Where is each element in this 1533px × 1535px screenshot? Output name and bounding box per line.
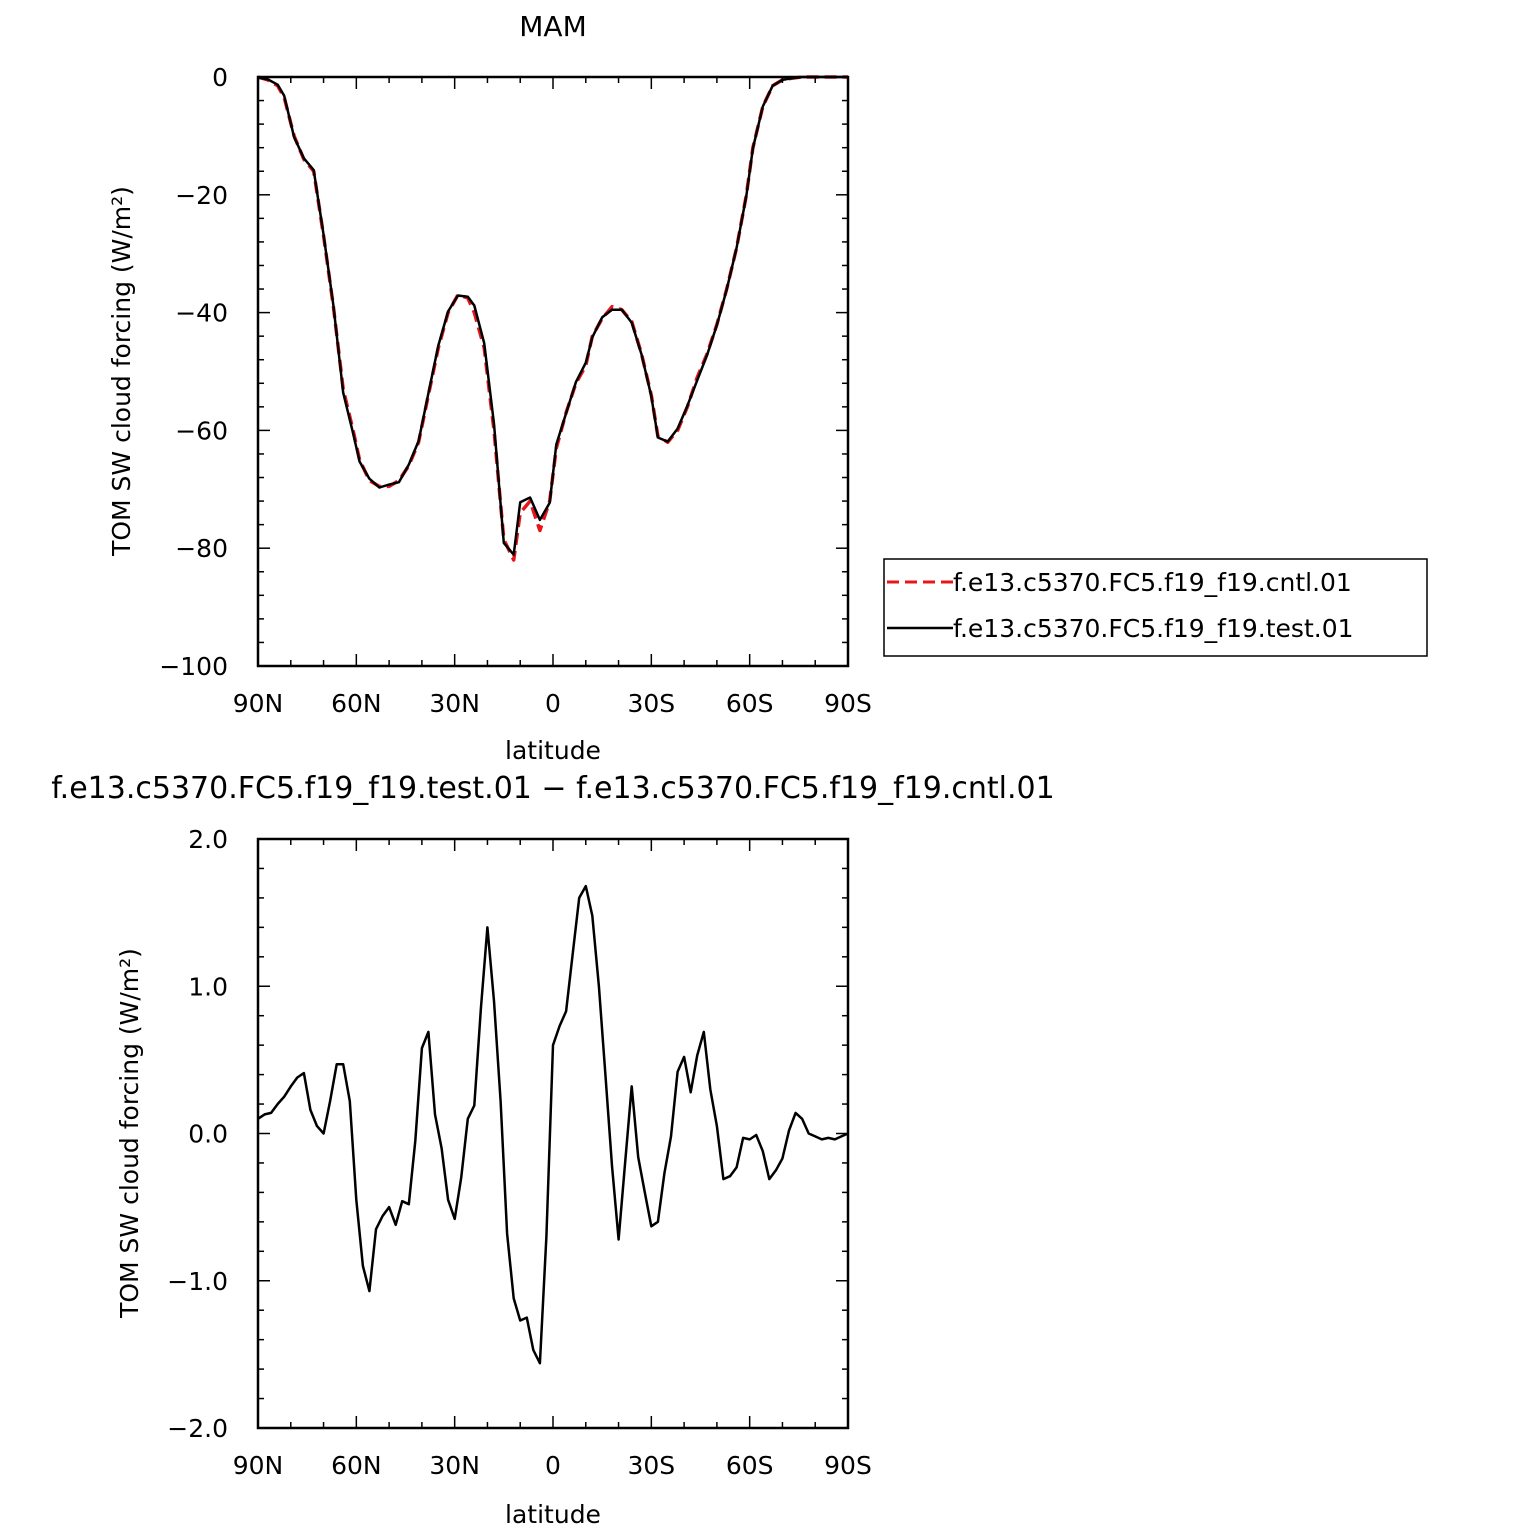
y-axis: 0 −20 −40 −60 −80 −100 <box>159 63 848 681</box>
y-axis-label: TOM SW cloud forcing (W/m²) <box>107 186 136 557</box>
legend: f.e13.c5370.FC5.f19_f19.cntl.01 f.e13.c5… <box>883 558 1428 657</box>
legend-entry-test: f.e13.c5370.FC5.f19_f19.test.01 <box>953 614 1354 643</box>
y-tick-label: 1.0 <box>188 972 228 1001</box>
y-tick-label: −40 <box>175 299 228 328</box>
y-tick-label: 0 <box>212 63 228 92</box>
x-tick-label: 30N <box>429 689 480 718</box>
plot-area <box>257 884 849 1365</box>
x-tick-label: 0 <box>545 1451 561 1480</box>
x-tick-label: 60N <box>331 689 382 718</box>
series-line-test <box>257 75 848 556</box>
y-tick-label: −100 <box>159 652 228 681</box>
x-tick-label: 30S <box>627 689 675 718</box>
chart-title: MAM <box>519 10 586 43</box>
x-tick-label: 60N <box>331 1451 382 1480</box>
x-tick-label: 60S <box>726 1451 774 1480</box>
difference-title: f.e13.c5370.FC5.f19_f19.test.01 − f.e13.… <box>51 771 1054 806</box>
x-axis-label: latitude <box>505 736 601 765</box>
x-tick-label: 30N <box>429 1451 480 1480</box>
x-tick-label: 90S <box>824 689 872 718</box>
y-tick-label: −60 <box>175 416 228 445</box>
legend-box <box>883 558 1428 657</box>
x-tick-label: 90N <box>233 689 284 718</box>
y-axis-label: TOM SW cloud forcing (W/m²) <box>115 948 144 1319</box>
y-tick-label: −1.0 <box>167 1267 228 1296</box>
panel-top: MAM 90N 60N 30N 0 30S 60S 90S 0 −20 −40 −60 −80 −10… <box>107 10 1428 765</box>
x-axis: 90N 60N 30N 0 30S 60S 90S <box>233 77 872 718</box>
x-tick-label: 0 <box>545 689 561 718</box>
y-tick-label: −2.0 <box>167 1414 228 1443</box>
x-tick-label: 30S <box>627 1451 675 1480</box>
series-line-cntl <box>257 75 848 562</box>
y-tick-label: −20 <box>175 181 228 210</box>
plot-frame <box>256 75 850 668</box>
plot-frame <box>256 837 850 1430</box>
y-tick-label: −80 <box>175 534 228 563</box>
x-axis-label: latitude <box>505 1500 601 1529</box>
x-tick-label: 60S <box>726 689 774 718</box>
y-axis: 2.0 1.0 0.0 −1.0 −2.0 <box>167 825 848 1443</box>
series-line-difference <box>257 884 849 1365</box>
x-tick-label: 90N <box>233 1451 284 1480</box>
legend-entry-cntl: f.e13.c5370.FC5.f19_f19.cntl.01 <box>953 568 1352 597</box>
panel-bottom: f.e13.c5370.FC5.f19_f19.test.01 − f.e13.… <box>51 771 1054 1529</box>
x-tick-label: 90S <box>824 1451 872 1480</box>
y-tick-label: 0.0 <box>188 1120 228 1149</box>
y-tick-label: 2.0 <box>188 825 228 854</box>
x-axis: 90N 60N 30N 0 30S 60S 90S <box>233 839 872 1480</box>
plot-area <box>257 75 848 562</box>
